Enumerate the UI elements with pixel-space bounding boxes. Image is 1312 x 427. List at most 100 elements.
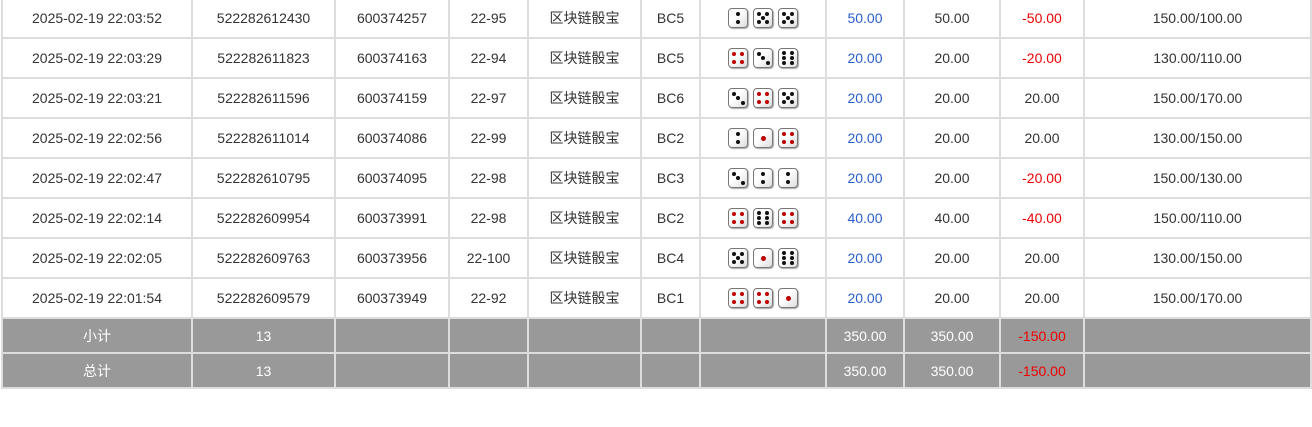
empty-cell	[1083, 317, 1312, 354]
valid-amount-cell: 20.00	[903, 237, 1001, 279]
summary-label: 小计	[1, 317, 193, 354]
issue-cell: 600374257	[334, 0, 450, 39]
summary-amount: 350.00	[825, 352, 905, 389]
dice-4-icon	[728, 288, 748, 308]
issue-cell: 600373949	[334, 277, 450, 319]
valid-amount-cell: 20.00	[903, 37, 1001, 79]
table-row: 2025-02-19 22:03:29 522282611823 600374163…	[1, 37, 1312, 79]
balance-cell: 150.00/170.00	[1083, 277, 1312, 319]
empty-cell	[448, 352, 529, 389]
order-id-cell: 522282609763	[191, 237, 336, 279]
dice-1-icon	[753, 248, 773, 268]
issue-cell: 600374163	[334, 37, 450, 79]
table-row: 2025-02-19 22:02:05 522282609763 600373956…	[1, 237, 1312, 279]
time-cell: 2025-02-19 22:03:29	[1, 37, 193, 79]
bet-amount-cell: 20.00	[825, 117, 905, 159]
dice-6-icon	[778, 48, 798, 68]
dice-cell	[699, 117, 827, 159]
empty-cell	[527, 352, 642, 389]
balance-cell: 130.00/110.00	[1083, 37, 1312, 79]
summary-win-loss: -150.00	[999, 317, 1085, 354]
dice-4-icon	[728, 48, 748, 68]
dice-cell	[699, 237, 827, 279]
game-cell: 区块链骰宝	[527, 117, 642, 159]
dice-1-icon	[753, 128, 773, 148]
dice-6-icon	[778, 248, 798, 268]
bet-type-cell: BC2	[640, 197, 701, 239]
dice-cell	[699, 0, 827, 39]
valid-amount-cell: 50.00	[903, 0, 1001, 39]
order-id-cell: 522282610795	[191, 157, 336, 199]
order-id-cell: 522282611596	[191, 77, 336, 119]
dice-5-icon	[778, 88, 798, 108]
bet-amount-cell: 20.00	[825, 37, 905, 79]
balance-cell: 150.00/100.00	[1083, 0, 1312, 39]
win-loss-cell: 20.00	[999, 117, 1085, 159]
summary-valid: 350.00	[903, 352, 1001, 389]
dice-cell	[699, 277, 827, 319]
win-loss-cell: 20.00	[999, 77, 1085, 119]
win-loss-cell: -40.00	[999, 197, 1085, 239]
bet-type-cell: BC5	[640, 37, 701, 79]
dice-3-icon	[728, 168, 748, 188]
table-cell: 22-92	[448, 277, 529, 319]
empty-cell	[699, 317, 827, 354]
valid-amount-cell: 20.00	[903, 157, 1001, 199]
dice-cell	[699, 197, 827, 239]
dice-2-icon	[753, 168, 773, 188]
time-cell: 2025-02-19 22:03:21	[1, 77, 193, 119]
bet-type-cell: BC1	[640, 277, 701, 319]
win-loss-cell: 20.00	[999, 237, 1085, 279]
dice-5-icon	[778, 8, 798, 28]
dice-2-icon	[728, 8, 748, 28]
dice-5-icon	[753, 8, 773, 28]
balance-cell: 130.00/150.00	[1083, 117, 1312, 159]
balance-cell: 150.00/110.00	[1083, 197, 1312, 239]
valid-amount-cell: 40.00	[903, 197, 1001, 239]
order-id-cell: 522282609579	[191, 277, 336, 319]
bet-amount-cell: 20.00	[825, 237, 905, 279]
bet-records-table: 2025-02-19 22:03:52 522282612430 600374257…	[1, 0, 1312, 389]
table-cell: 22-98	[448, 197, 529, 239]
summary-label: 总计	[1, 352, 193, 389]
game-cell: 区块链骰宝	[527, 237, 642, 279]
time-cell: 2025-02-19 22:03:52	[1, 0, 193, 39]
win-loss-cell: -20.00	[999, 157, 1085, 199]
order-id-cell: 522282611823	[191, 37, 336, 79]
dice-result	[728, 248, 798, 268]
dice-result	[728, 88, 798, 108]
game-cell: 区块链骰宝	[527, 0, 642, 39]
issue-cell: 600373991	[334, 197, 450, 239]
table-cell: 22-100	[448, 237, 529, 279]
dice-4-icon	[753, 288, 773, 308]
bet-type-cell: BC5	[640, 0, 701, 39]
bet-type-cell: BC4	[640, 237, 701, 279]
summary-valid: 350.00	[903, 317, 1001, 354]
order-id-cell: 522282611014	[191, 117, 336, 159]
summary-row: 小计 13 350.00 350.00 -150.00	[1, 317, 1312, 354]
empty-cell	[640, 317, 701, 354]
dice-result	[728, 8, 798, 28]
balance-cell: 130.00/150.00	[1083, 237, 1312, 279]
time-cell: 2025-02-19 22:02:47	[1, 157, 193, 199]
summary-count: 13	[191, 317, 336, 354]
dice-1-icon	[778, 288, 798, 308]
issue-cell: 600374086	[334, 117, 450, 159]
table-cell: 22-98	[448, 157, 529, 199]
valid-amount-cell: 20.00	[903, 117, 1001, 159]
empty-cell	[448, 317, 529, 354]
table-row: 2025-02-19 22:02:14 522282609954 600373991…	[1, 197, 1312, 239]
valid-amount-cell: 20.00	[903, 277, 1001, 319]
time-cell: 2025-02-19 22:02:05	[1, 237, 193, 279]
game-cell: 区块链骰宝	[527, 37, 642, 79]
issue-cell: 600374159	[334, 77, 450, 119]
game-cell: 区块链骰宝	[527, 197, 642, 239]
table-cell: 22-95	[448, 0, 529, 39]
dice-cell	[699, 77, 827, 119]
empty-cell	[640, 352, 701, 389]
win-loss-cell: -50.00	[999, 0, 1085, 39]
table-row: 2025-02-19 22:02:56 522282611014 600374086…	[1, 117, 1312, 159]
balance-cell: 150.00/170.00	[1083, 77, 1312, 119]
table-cell: 22-99	[448, 117, 529, 159]
bet-type-cell: BC6	[640, 77, 701, 119]
